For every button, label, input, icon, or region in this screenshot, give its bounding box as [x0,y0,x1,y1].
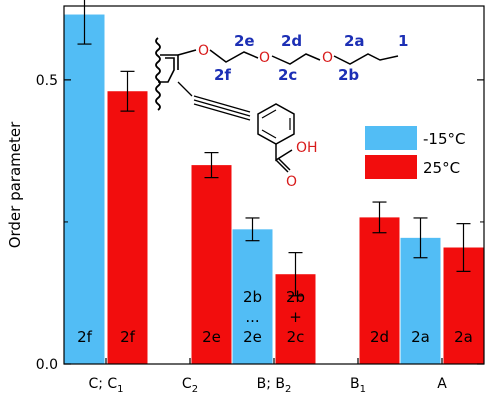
bar-label-1-2-1: + [289,308,302,326]
bar-label-0-2-2: 2e [243,328,262,346]
bar-label-1-4-0: 2a [454,328,473,346]
carboxyl-bonds [275,144,293,173]
bar-label-0-2-1: ... [245,308,259,326]
chain-label-2a: 2a [344,32,365,50]
x-tick-label-0: C; C1 [88,376,123,395]
ring-bonds [158,49,197,83]
bar-warm-3 [359,217,400,364]
legend-swatch-cold [365,126,417,150]
chain-label-1: 1 [398,32,408,50]
axes-layer: C; C1 C2 B; B2 B1 A 0.0 0.5 [36,73,484,395]
bar-label-0-2-0: 2b [243,288,262,306]
bar-label-1-2-2: 2c [287,328,305,346]
ether-oxygen-2: O [259,50,270,66]
bars-layer [64,14,484,365]
bar-label-1-1-0: 2e [202,328,221,346]
bar-label-1-0-0: 2f [120,328,136,346]
y-tick-label-1: 0.5 [36,73,58,89]
ether-oxygen-1: O [198,43,209,59]
chain-label-2c: 2c [278,66,297,84]
chain-label-2b: 2b [338,66,359,84]
bar-cold-0 [64,14,105,365]
bar-warm-1 [191,165,232,364]
legend: -15°C 25°C [365,126,465,179]
x-tick-label-4: A [437,376,447,392]
benzene-ring [257,103,295,145]
chain-label-2f: 2f [214,66,231,84]
chain-label-2e: 2e [234,32,255,50]
bar-label-1-2-0: 2b [286,288,305,306]
bar-cold-4 [400,237,441,364]
bar-cold-2 [232,229,273,364]
peg-chain [209,49,399,65]
error-bars-layer [77,0,471,297]
molecule-structure: O O O 2e 2d 2a 1 2f 2c 2b OH O [155,32,408,190]
legend-label-warm: 25°C [423,159,460,177]
x-tick-label-2: B; B2 [257,376,292,395]
bar-labels-layer: 2f 2f 2e 2b... 2e 2b +2c 2d 2a 2a [77,288,473,346]
x-tick-label-1: C2 [182,376,198,395]
y-tick-label-0: 0.0 [36,357,58,373]
carbonyl-oxygen-label: O [286,174,297,190]
bar-label-0-0-0: 2f [77,328,93,346]
surface-wavy-line [155,37,161,111]
hydroxyl-label: OH [296,140,318,156]
ether-oxygen-3: O [322,50,333,66]
bar-label-1-3-0: 2d [370,328,389,346]
x-tick-label-3: B1 [350,376,366,395]
legend-label-cold: -15°C [423,130,465,148]
alkyne-bond [177,81,251,121]
legend-swatch-warm [365,155,417,179]
benzene-inner-bonds [261,109,291,139]
y-axis-title: Order parameter [6,121,24,248]
chain-label-2d: 2d [281,32,302,50]
bar-warm-0 [107,91,148,364]
bar-label-0-4-0: 2a [411,328,430,346]
